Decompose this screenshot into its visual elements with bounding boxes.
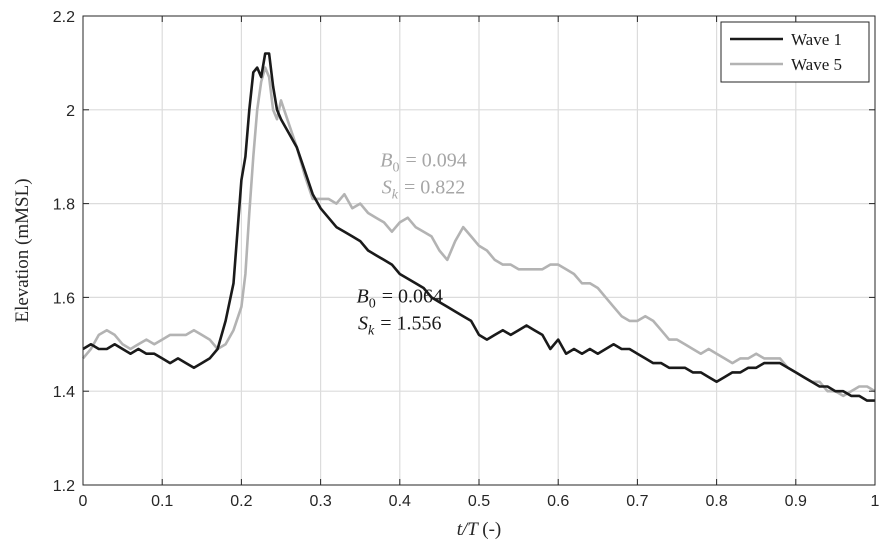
y-tick-label: 1.6 — [53, 290, 75, 307]
y-tick-label: 1.4 — [53, 384, 75, 401]
x-tick-label: 1 — [871, 493, 880, 510]
x-tick-label: 0.3 — [309, 493, 331, 510]
x-tick-label: 0 — [79, 493, 88, 510]
annotation-label: B0 = 0.094 — [380, 150, 467, 176]
y-axis-label: Elevation (mMSL) — [12, 178, 33, 322]
y-tick-label: 1.2 — [53, 478, 75, 495]
legend: Wave 1 Wave 5 — [720, 21, 870, 83]
x-tick-label: 0.4 — [389, 493, 411, 510]
series-line-wave-1 — [82, 52, 875, 402]
annotation-label: Sk = 0.822 — [382, 177, 466, 203]
x-axis-label: t/T (-) — [457, 519, 502, 540]
x-tick-label: 0.7 — [626, 493, 648, 510]
series-layer — [82, 52, 876, 402]
y-tick-label: 2.2 — [53, 9, 75, 26]
legend-label: Wave 5 — [791, 55, 842, 74]
annotation-label: Sk = 1.556 — [358, 313, 442, 339]
legend-box — [720, 21, 870, 83]
x-tick-label: 0.9 — [785, 493, 807, 510]
x-tick-label: 0.5 — [468, 493, 490, 510]
axis-ticks: 0 0.1 0.2 0.3 0.4 0.5 0.6 0.7 0.8 0.9 1 1.2 1.4 1.6 1.… — [53, 9, 880, 510]
x-tick-label: 0.6 — [547, 493, 569, 510]
grid-lines — [83, 16, 875, 485]
x-tick-label: 0.2 — [230, 493, 252, 510]
y-tick-label: 1.8 — [53, 197, 75, 214]
annotation-label: B0 = 0.064 — [357, 286, 444, 312]
y-tick-label: 2 — [66, 103, 75, 120]
series-line-wave-5 — [82, 66, 876, 398]
x-tick-label: 0.1 — [151, 493, 173, 510]
legend-label: Wave 1 — [791, 30, 842, 49]
x-tick-label: 0.8 — [705, 493, 727, 510]
